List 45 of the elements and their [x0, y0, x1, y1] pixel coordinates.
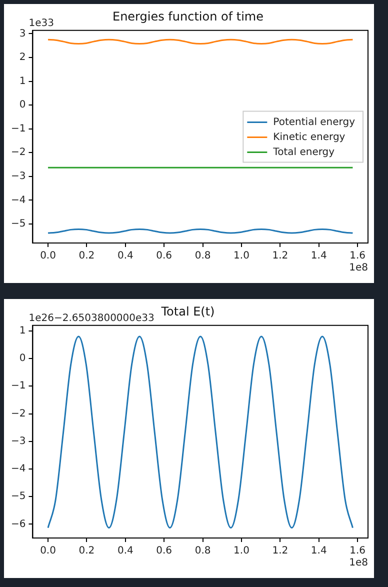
legend-label: Potential energy — [273, 116, 356, 128]
y-tick-label: −4 — [10, 464, 26, 475]
x-tick-label: 0.6 — [156, 250, 172, 262]
legend-label: Kinetic energy — [273, 132, 346, 143]
x-tick-label: 1.2 — [272, 250, 288, 262]
y-tick-label: −4 — [10, 194, 26, 206]
x-tick-label: 1.4 — [310, 546, 327, 557]
y-tick-label: −5 — [10, 218, 26, 230]
y-tick-label: −5 — [10, 491, 26, 502]
x-tick-label: 0.0 — [40, 546, 56, 557]
text: 1e26−2.6503800000e33 — [28, 312, 154, 324]
y-tick-label: −1 — [10, 380, 26, 392]
x-tick-label: 0.4 — [117, 250, 134, 262]
y-tick-label: 3 — [19, 28, 26, 40]
text: 1e8 — [349, 558, 368, 569]
x-tick-label: 1.0 — [234, 546, 250, 557]
chart-title: Energies function of time — [112, 9, 264, 24]
y-tick-label: −2 — [10, 147, 26, 158]
y-tick-label: −2 — [10, 408, 26, 420]
x-tick-label: 1.0 — [234, 250, 250, 262]
x-tick-label: 0.8 — [194, 546, 211, 557]
x-tick-label: 0.2 — [78, 546, 95, 557]
x-tick-label: 0.8 — [194, 250, 211, 262]
chart-title: Total E(t) — [160, 304, 215, 318]
y-tick-label: −3 — [10, 436, 26, 447]
legend-label: Total energy — [272, 146, 335, 158]
x-tick-label: 1.6 — [350, 546, 366, 557]
text: 1e33 — [28, 18, 54, 29]
x-tick-label: 1.6 — [350, 250, 366, 262]
text: 1e8 — [349, 262, 368, 274]
y-tick-label: 0 — [19, 100, 26, 111]
x-tick-label: 1.4 — [310, 250, 327, 262]
x-tick-label: 0.4 — [117, 546, 134, 557]
y-tick-label: −3 — [10, 171, 26, 182]
x-tick-label: 0.0 — [40, 250, 56, 262]
y-tick-label: 0 — [19, 353, 26, 364]
y-tick-label: −6 — [10, 518, 26, 530]
y-tick-label: 1 — [19, 76, 26, 87]
line-series — [47, 336, 354, 529]
x-tick-label: 0.6 — [156, 546, 172, 557]
x-tick-label: 0.2 — [78, 250, 95, 262]
y-tick-label: 2 — [19, 52, 26, 64]
y-tick-label: 1 — [19, 326, 26, 337]
x-tick-label: 1.2 — [272, 546, 288, 557]
y-tick-label: −1 — [10, 123, 26, 134]
